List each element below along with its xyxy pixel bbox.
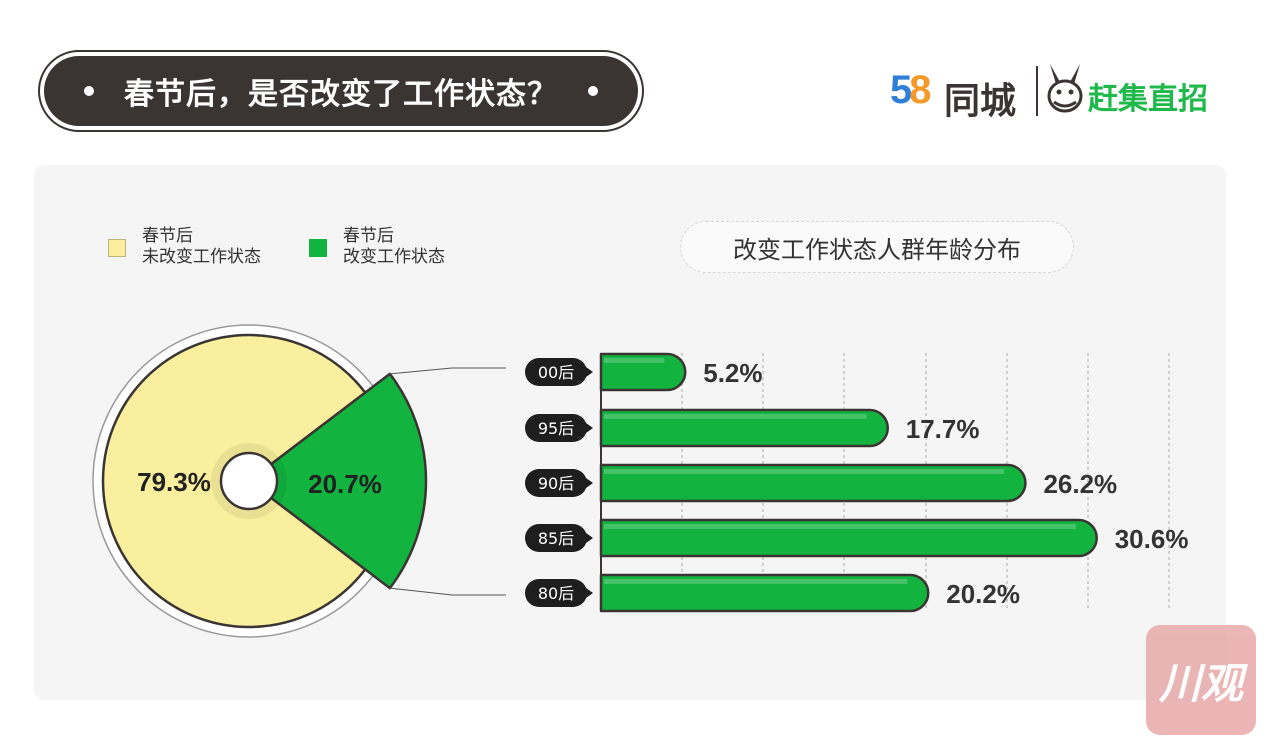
watermark-badge: 川观 (1146, 625, 1256, 735)
category-pill (525, 358, 587, 386)
legend-label: 春节后 改变工作状态 (343, 226, 445, 267)
donkey-logo-icon (1047, 64, 1083, 113)
pie-label-unchanged: 79.3% (137, 467, 211, 497)
category-label: 95后 (538, 419, 574, 438)
bar-value-label: 20.2% (946, 579, 1020, 609)
logo-divider (1036, 66, 1038, 116)
category-label: 85后 (538, 529, 574, 548)
logo-58: 58 同城 (890, 62, 1230, 122)
title-bullet-left (84, 86, 94, 96)
bar-chart-title: 改变工作状态人群年龄分布 (680, 221, 1074, 273)
bar-90后 (599, 463, 1027, 503)
logo-58-digits: 58 (890, 68, 932, 112)
pie-center-hole (219, 451, 279, 511)
bar-value-label: 5.2% (703, 358, 762, 388)
pie-slice-changed (247, 372, 428, 590)
bar-highlight (604, 469, 1005, 474)
bar-85后 (599, 518, 1098, 558)
bar-95后 (599, 408, 889, 448)
category-label: 80后 (538, 584, 574, 603)
page-title: 春节后，是否改变了工作状态？ (124, 77, 558, 112)
bar-highlight (604, 579, 908, 584)
legend-item-unchanged: 春节后 未改变工作状态 (108, 226, 261, 268)
pie-label-changed: 20.7% (308, 469, 382, 499)
bar-highlight (604, 524, 1076, 529)
category-pointer (586, 367, 593, 377)
legend-swatch-green (309, 239, 327, 257)
category-pointer (586, 588, 593, 598)
category-pill (525, 469, 587, 497)
category-label: 00后 (538, 363, 574, 382)
legend-item-changed: 春节后 改变工作状态 (309, 226, 445, 268)
bar-00后 (599, 352, 687, 392)
legend-swatch-yellow (108, 239, 126, 257)
category-pointer (586, 423, 593, 433)
logo-ganji-text: 赶集直招 (1088, 82, 1208, 117)
legend-label: 春节后 未改变工作状态 (142, 226, 261, 267)
bar-highlight (604, 414, 867, 419)
logo-58-text: 同城 (944, 81, 1017, 122)
category-label: 90后 (538, 474, 574, 493)
title-banner-inner: 春节后，是否改变了工作状态？ (44, 56, 638, 126)
connector-line-top (389, 367, 506, 375)
title-banner: 春节后，是否改变了工作状态？ (38, 50, 644, 132)
category-pill (525, 524, 587, 552)
category-pointer (586, 533, 593, 543)
bar-highlight (604, 358, 665, 363)
category-pill (525, 579, 587, 607)
bar-80后 (599, 573, 930, 613)
bar-value-label: 30.6% (1115, 524, 1189, 554)
connector-line-bottom (389, 587, 506, 596)
category-pill (525, 414, 587, 442)
bar-value-label: 26.2% (1043, 469, 1117, 499)
category-pointer (586, 478, 593, 488)
title-bullet-right (588, 86, 598, 96)
bar-value-label: 17.7% (906, 414, 980, 444)
